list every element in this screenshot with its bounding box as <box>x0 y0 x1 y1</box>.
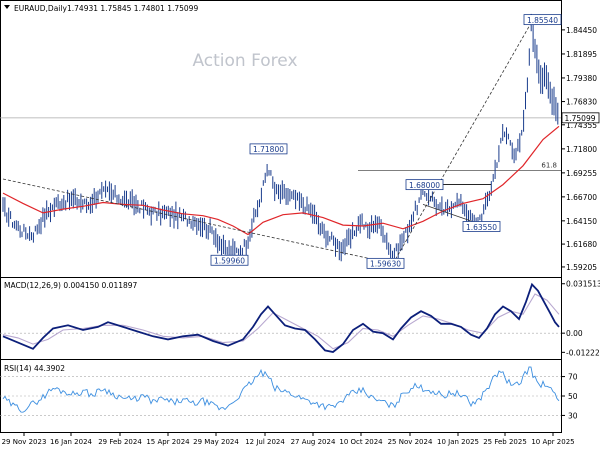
chart-ohlc: 1.74931 1.75845 1.74801 1.75099 <box>67 4 198 13</box>
price-y-tick-label: 1.71800 <box>566 145 597 154</box>
watermark: Action Forex <box>192 51 297 71</box>
rsi-line <box>2 366 560 413</box>
rsi-y-tick-label: 50 <box>568 392 578 401</box>
x-tick-label: 27 Aug 2024 <box>291 438 336 446</box>
price-y-tick-label: 1.66700 <box>566 193 597 202</box>
price-y-tick-label: 1.59205 <box>566 263 597 272</box>
x-tick-label: 29 May 2024 <box>193 438 239 446</box>
price-layer: 1.84450 1.81895 1.79380 1.76830 1.74355 1.718… <box>0 13 600 272</box>
macd-y-tick-label: -0.012223 <box>566 348 600 357</box>
last-price-tag <box>561 112 600 124</box>
x-tick-label: 10 Apr 2025 <box>531 438 574 446</box>
price-y-tick-label: 1.79380 <box>566 74 597 83</box>
price-y-tick-label: 1.74355 <box>566 121 597 130</box>
price-y-tick-label: 1.61680 <box>566 240 597 249</box>
price-y-tick-label: 1.76830 <box>566 98 597 107</box>
price-label-text: 1.63550 <box>466 223 497 232</box>
price-label-text: 1.85540 <box>527 16 558 25</box>
moving-average-line <box>2 125 560 236</box>
x-tick-label: 10 Jan 2025 <box>437 438 479 446</box>
x-tick-label: 16 Jan 2024 <box>50 438 93 446</box>
header-arrow-icon <box>4 5 10 9</box>
dashed-trendline <box>392 19 534 264</box>
price-label-box <box>405 179 444 191</box>
rsi-title: RSI(14) 44.3902 <box>4 364 65 373</box>
chart-symbol: EURAUD,Daily <box>14 4 67 13</box>
dashed-trendline <box>2 178 394 265</box>
price-y-tick-label: 1.64150 <box>566 217 597 226</box>
rsi-y-tick-label: 30 <box>568 411 578 420</box>
x-tick-label: 10 Oct 2024 <box>339 438 383 446</box>
price-panel-frame <box>0 0 562 278</box>
price-label-text: 1.71800 <box>253 145 284 154</box>
price-y-tick-label: 1.69255 <box>566 169 597 178</box>
fib-level-label: 61.8 <box>541 162 557 170</box>
rsi-layer: RSI(14) 44.3902 70 50 30 <box>0 364 578 420</box>
macd-layer: MACD(12,26,9) 0.004150 0.011897 0.031513 0… <box>0 280 600 357</box>
price-label-box <box>210 254 249 266</box>
macd-title: MACD(12,26,9) 0.004150 0.011897 <box>4 281 138 290</box>
x-tick-label: 25 Nov 2024 <box>388 438 433 446</box>
price-label-box <box>523 14 562 26</box>
price-y-tick-label: 1.81895 <box>566 50 597 59</box>
x-axis: 29 Nov 2023 16 Jan 2024 29 Feb 2024 15 Apr … <box>2 432 575 446</box>
x-tick-label: 15 Apr 2024 <box>146 438 190 446</box>
price-label-text: 1.68000 <box>409 181 440 190</box>
x-tick-label: 29 Feb 2024 <box>98 438 142 446</box>
x-tick-label: 25 Feb 2025 <box>483 438 527 446</box>
x-tick-label: 12 Jul 2024 <box>245 438 285 446</box>
x-tick-label: 29 Nov 2023 <box>2 438 47 446</box>
price-label-box <box>462 221 501 232</box>
macd-y-tick-label: 0.031513 <box>566 280 600 289</box>
price-label-text: 1.59960 <box>214 257 245 266</box>
price-y-tick-label: 1.84450 <box>566 26 597 35</box>
macd-panel-frame <box>0 277 562 360</box>
price-label-box <box>366 257 405 269</box>
macd-y-tick-label: 0.00 <box>566 329 583 338</box>
price-label-box <box>249 143 288 155</box>
macd-line <box>2 282 560 353</box>
rsi-y-tick-label: 70 <box>568 373 578 382</box>
last-price-tag-label: 1.75099 <box>564 114 595 123</box>
price-label-text: 1.59630 <box>370 260 401 269</box>
